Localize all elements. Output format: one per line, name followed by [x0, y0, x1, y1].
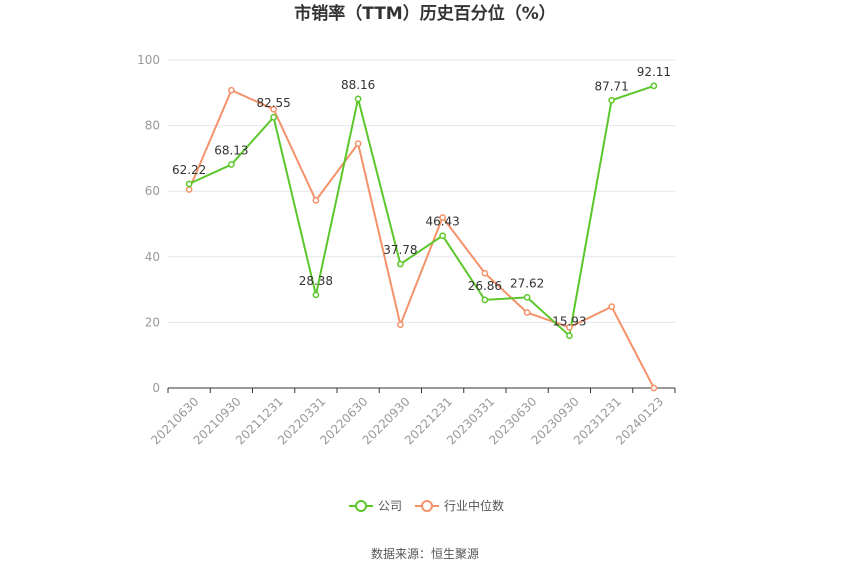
data-label: 37.78 — [383, 243, 417, 257]
data-label: 28.38 — [299, 274, 333, 288]
series-lines — [188, 84, 655, 389]
data-label: 88.16 — [341, 78, 375, 92]
chart-title: 市销率（TTM）历史百分位（%） — [294, 3, 556, 24]
series-line-1 — [188, 88, 655, 389]
series-point-1 — [608, 303, 615, 311]
y-tick-label: 100 — [137, 53, 160, 67]
series-point-1 — [354, 140, 362, 147]
series-point-0 — [608, 96, 615, 104]
grid — [168, 59, 675, 323]
series-point-0 — [312, 291, 320, 299]
y-axis: 0 20 40 60 80 100 — [137, 53, 160, 395]
series-point-1 — [270, 105, 277, 113]
series-line-0 — [188, 84, 655, 338]
y-tick-label: 20 — [145, 315, 160, 329]
series-point-1 — [185, 186, 193, 193]
legend-marker — [355, 500, 367, 512]
series-point-0 — [650, 82, 658, 90]
series-point-1 — [650, 384, 658, 392]
y-tick-label: 80 — [145, 119, 160, 133]
data-label: 15.93 — [552, 315, 586, 329]
legend-marker — [421, 500, 433, 512]
legend-item-0[interactable]: 公司 — [349, 499, 402, 513]
legend-item-1[interactable]: 行业中位数 — [415, 498, 504, 513]
data-label: 26.86 — [468, 279, 502, 293]
data-label: 62.22 — [172, 163, 206, 177]
series-point-0 — [270, 113, 277, 121]
series-point-1 — [312, 197, 320, 204]
series-points — [185, 82, 658, 392]
series-point-1 — [439, 214, 446, 221]
y-tick-label: 0 — [152, 381, 160, 395]
data-label: 68.13 — [214, 144, 248, 158]
source-text: 数据来源：恒生聚源 — [371, 546, 479, 561]
data-labels: 62.22 68.13 82.55 28.38 88.16 37.78 46.43 26.86… — [172, 65, 671, 329]
data-label: 46.43 — [425, 215, 459, 229]
y-tick-label: 40 — [145, 250, 160, 264]
series-point-1 — [228, 86, 235, 94]
series-point-1 — [481, 269, 489, 277]
series-point-0 — [439, 232, 446, 240]
series-point-1 — [566, 323, 573, 331]
data-label: 87.71 — [594, 79, 628, 93]
data-label: 92.11 — [637, 65, 671, 79]
legend-label: 公司 — [378, 499, 402, 513]
series-point-0 — [185, 180, 193, 188]
series-point-0 — [228, 161, 235, 168]
legend-label: 行业中位数 — [444, 498, 504, 513]
series-point-1 — [397, 321, 404, 329]
series-point-0 — [566, 332, 573, 340]
series-point-0 — [523, 294, 531, 301]
series-point-1 — [523, 309, 531, 316]
series-point-0 — [481, 296, 489, 304]
series-point-0 — [397, 260, 404, 268]
y-tick-label: 60 — [145, 184, 160, 198]
legend[interactable]: 公司 行业中位数 — [349, 498, 504, 513]
series-point-0 — [354, 95, 362, 103]
x-axis: 2021063020210930202112312022033120220630… — [148, 387, 676, 448]
data-label: 82.55 — [256, 96, 290, 110]
data-label: 27.62 — [510, 276, 544, 290]
